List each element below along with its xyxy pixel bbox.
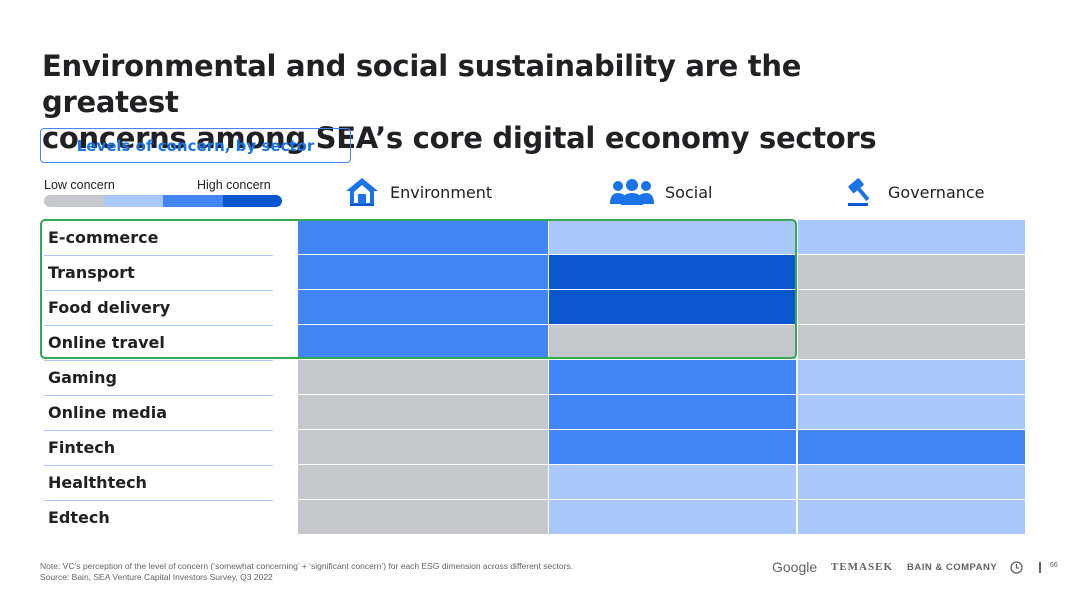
row-separator [44, 255, 273, 256]
heatmap-cell [549, 325, 796, 359]
title-line-2: concerns among SEA’s core digital econom… [42, 121, 877, 155]
row-label: Gaming [48, 368, 117, 387]
legend-swatch [103, 195, 163, 207]
row-label: Healthtech [48, 473, 147, 492]
column-header-environment: Environment [344, 176, 492, 208]
footnote: Note: VC’s perception of the level of co… [40, 561, 573, 583]
heatmap-cell [798, 465, 1025, 499]
footnote-note: Note: VC’s perception of the level of co… [40, 561, 574, 571]
row-separator [44, 360, 273, 361]
chart-subtitle: Levels of concern, by sector [76, 136, 315, 155]
heatmap-cell [798, 290, 1025, 324]
column-header-social: Social [609, 176, 712, 208]
footer-separator [1039, 562, 1041, 573]
google-logo: Google [772, 559, 818, 575]
heatmap-cell [298, 360, 548, 394]
footnote-source: Source: Bain, SEA Venture Capital Invest… [40, 572, 273, 582]
heatmap-cell [549, 500, 796, 534]
heatmap-cell [549, 430, 796, 464]
row-separator [44, 465, 273, 466]
row-label: Transport [48, 263, 135, 282]
heatmap-cell [298, 500, 548, 534]
heatmap-cell [298, 290, 548, 324]
row-separator [44, 325, 273, 326]
heatmap-cell [549, 395, 796, 429]
heatmap-cell [798, 325, 1025, 359]
page-number: 66 [1050, 562, 1058, 569]
legend-color-scale [44, 195, 282, 207]
legend-low-label: Low concern [44, 178, 115, 192]
heatmap-cell [298, 325, 548, 359]
heatmap-cell [798, 430, 1025, 464]
legend-swatch [222, 195, 282, 207]
house-icon [346, 178, 378, 206]
heatmap-cell [798, 255, 1025, 289]
bain-logo: BAIN & COMPANY [907, 561, 998, 573]
heatmap-cell [798, 220, 1025, 254]
gavel-icon [848, 178, 870, 206]
heatmap-cell [549, 360, 796, 394]
row-separator [44, 500, 273, 501]
heatmap-cell [298, 395, 548, 429]
temasek-logo: TEMASEK [831, 561, 894, 573]
page-title: Environmental and social sustainability … [42, 48, 942, 156]
row-label: Edtech [48, 508, 110, 527]
heatmap-cell [549, 465, 796, 499]
legend-swatch [44, 195, 104, 207]
heatmap-cell [298, 220, 548, 254]
row-label: Food delivery [48, 298, 171, 317]
row-label: E-commerce [48, 228, 159, 247]
heatmap-cell [298, 465, 548, 499]
heatmap-cell [298, 255, 548, 289]
heatmap-cell [549, 290, 796, 324]
people-icon [610, 179, 654, 205]
legend-high-label: High concern [197, 178, 271, 192]
heatmap-cell [798, 500, 1025, 534]
legend-swatch [163, 195, 223, 207]
heatmap-cell [549, 255, 796, 289]
row-separator [44, 430, 273, 431]
column-header-governance: Governance [844, 176, 985, 208]
row-label: Online travel [48, 333, 165, 352]
heatmap-cell [549, 220, 796, 254]
row-separator [44, 290, 273, 291]
row-label: Online media [48, 403, 168, 422]
row-separator [44, 395, 273, 396]
heatmap-cell [298, 430, 548, 464]
title-line-1: Environmental and social sustainability … [42, 49, 802, 119]
column-label-governance: Governance [888, 182, 985, 202]
row-label: Fintech [48, 438, 116, 457]
column-label-environment: Environment [390, 182, 493, 202]
column-label-social: Social [665, 182, 713, 202]
heatmap-cell [798, 360, 1025, 394]
chart-subtitle-box: Levels of concern, by sector [40, 128, 351, 163]
bain-mark-icon [1010, 561, 1023, 574]
heatmap-cell [798, 395, 1025, 429]
